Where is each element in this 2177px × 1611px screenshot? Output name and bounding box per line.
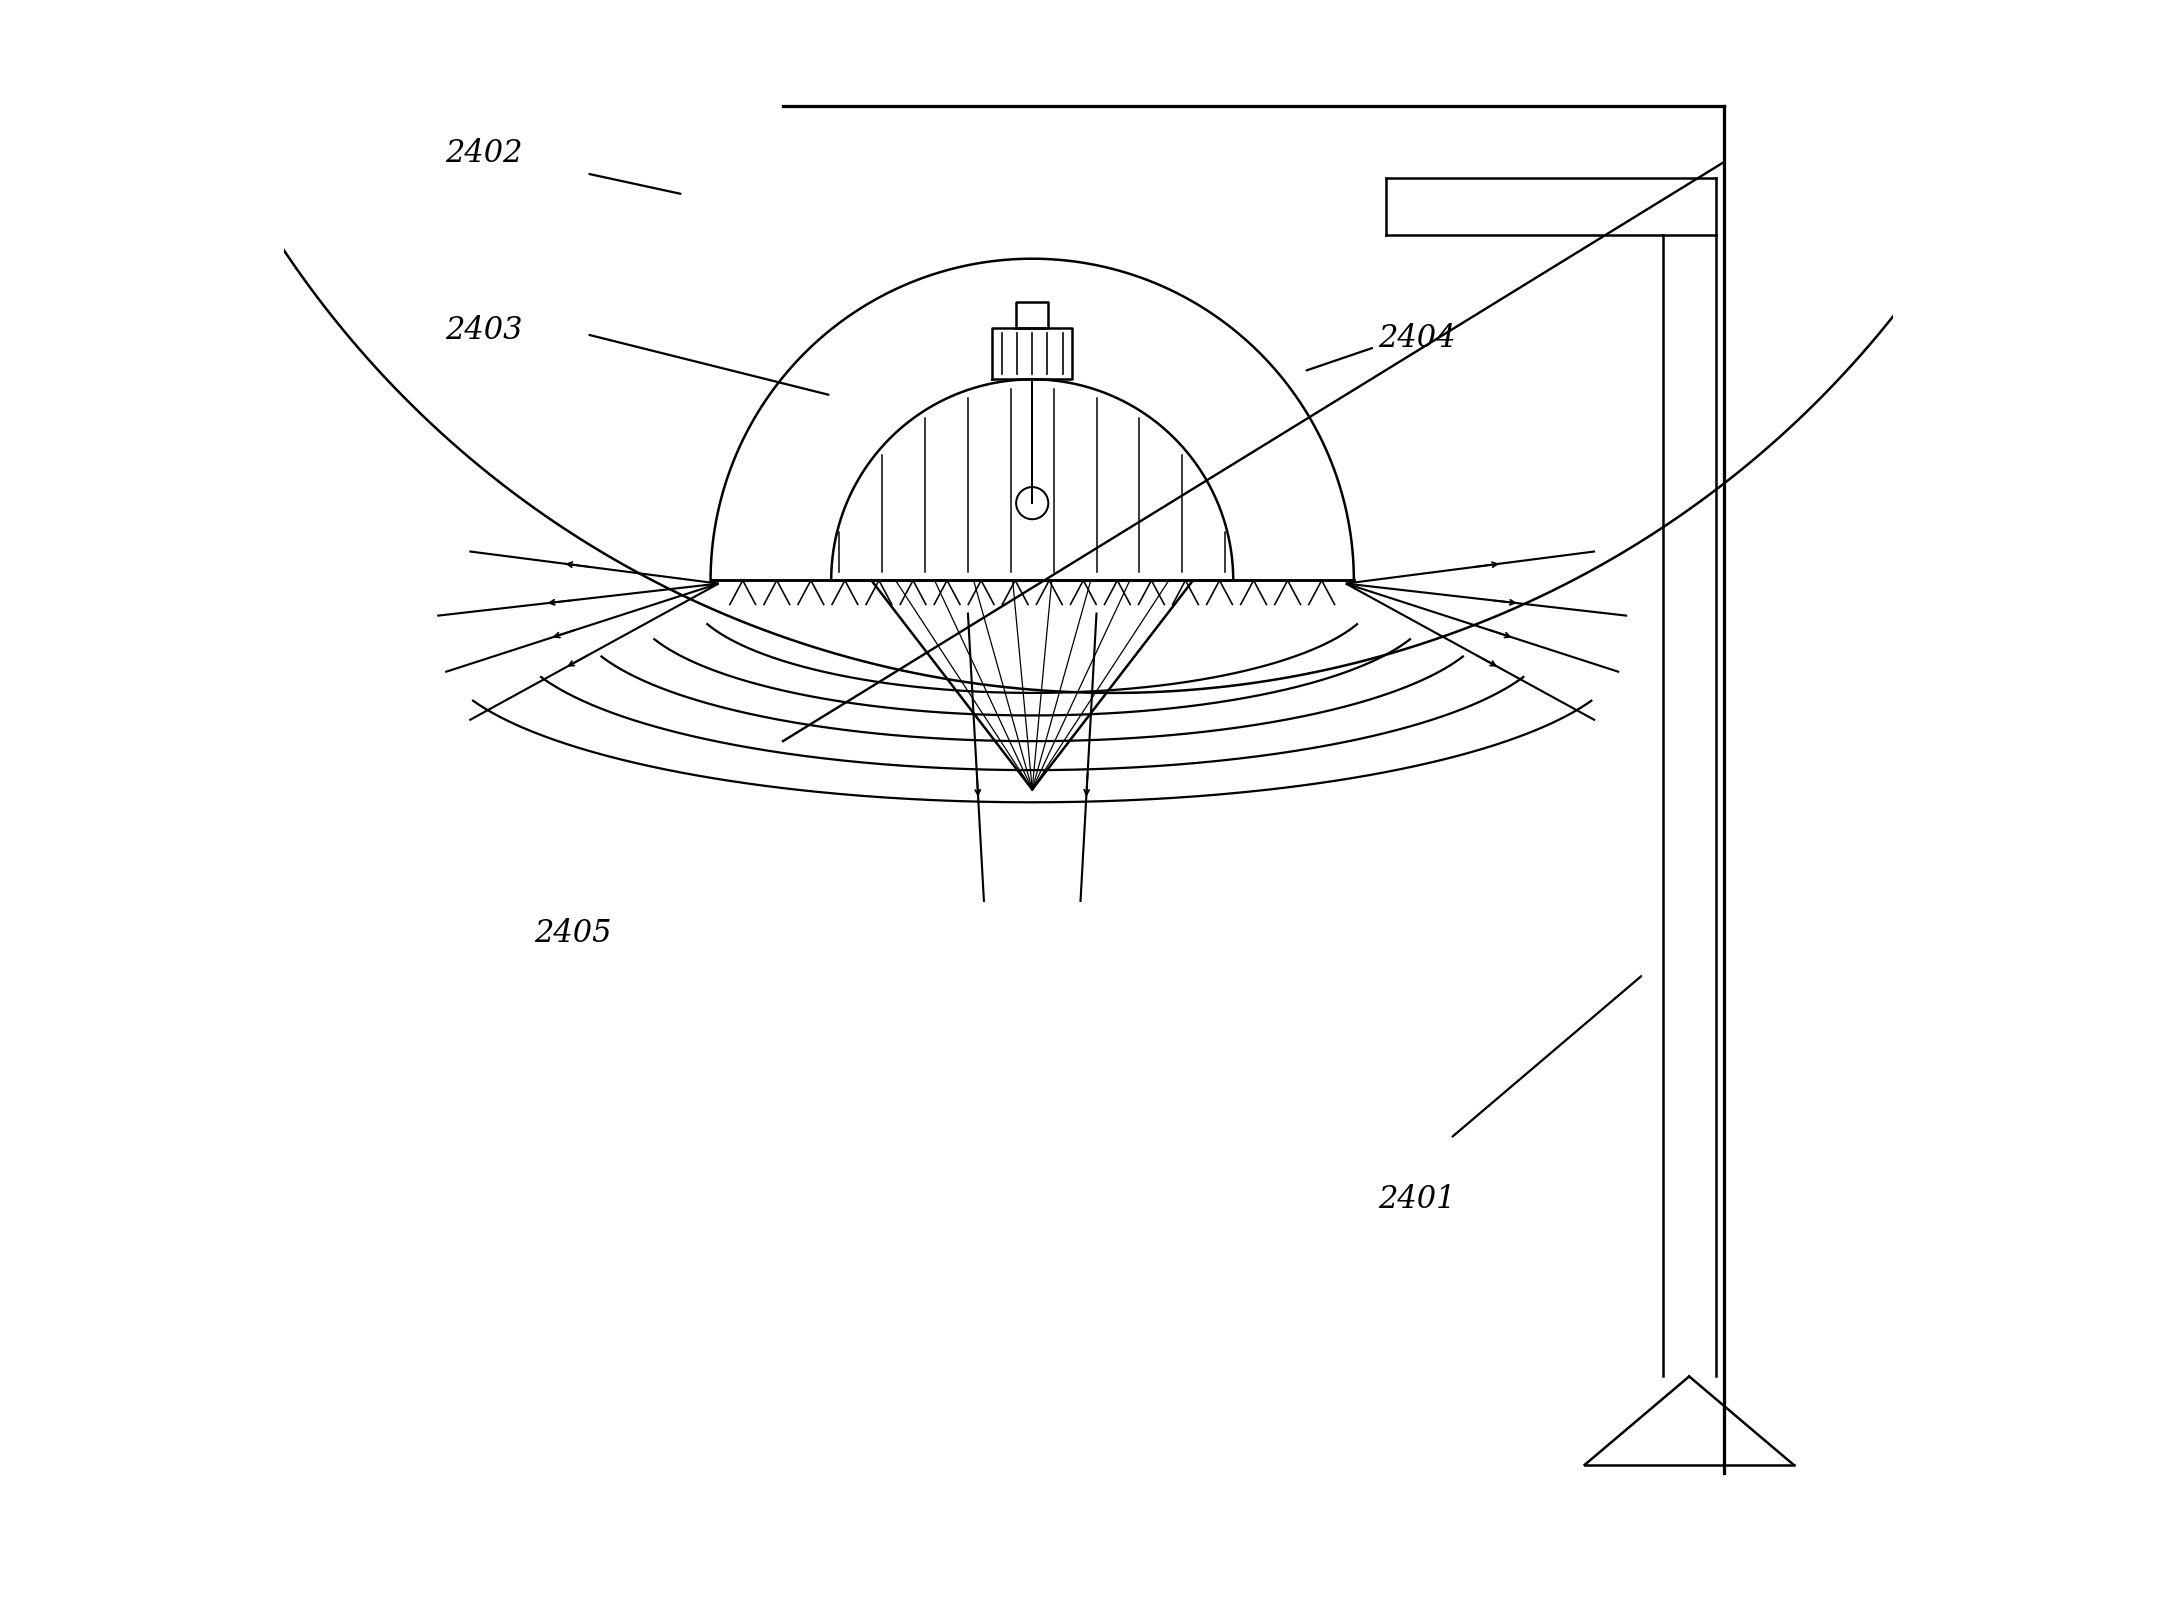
Text: 2401: 2401 <box>1378 1184 1456 1215</box>
Text: 2404: 2404 <box>1378 324 1456 354</box>
Text: 2405: 2405 <box>533 918 612 949</box>
Text: 2403: 2403 <box>446 316 522 346</box>
Text: 2402: 2402 <box>446 139 522 169</box>
